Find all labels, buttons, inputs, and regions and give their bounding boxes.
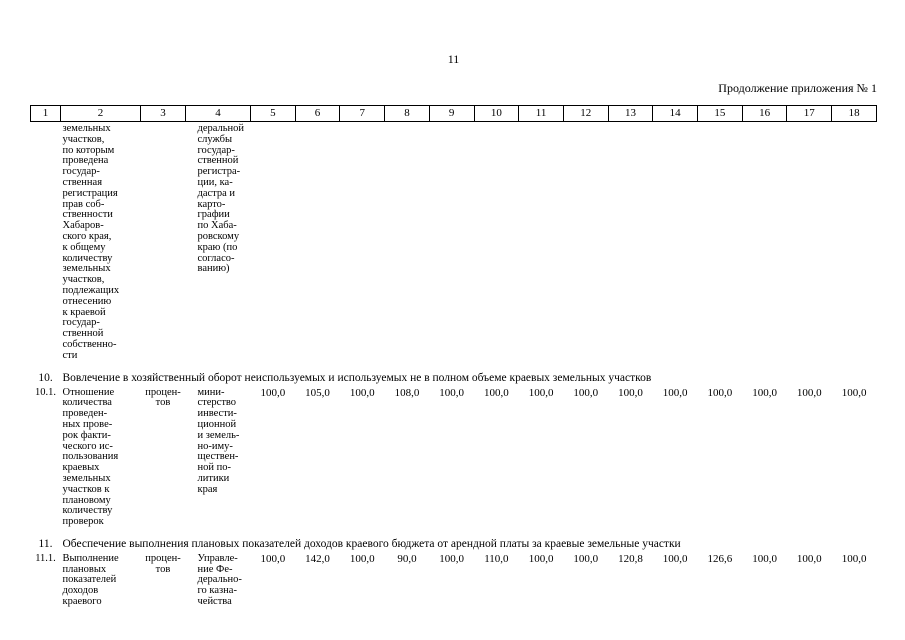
empty-cell — [141, 122, 186, 362]
header-cell: 2 — [60, 105, 141, 122]
header-cell: 5 — [250, 105, 296, 122]
row-number-cell: 10. — [38, 371, 53, 384]
value-cell: 100,0 — [573, 552, 599, 565]
table-header-row: 1 2 3 4 5 6 7 8 9 10 11 12 13 14 15 16 1… — [30, 105, 877, 122]
value-cell: 100,0 — [796, 552, 822, 565]
header-cell: 15 — [697, 105, 743, 122]
row-number-cell: 11. — [38, 537, 53, 550]
unit-cell: процен- тов — [145, 386, 181, 409]
appendix-table: 1 2 3 4 5 6 7 8 9 10 11 12 13 14 15 16 1… — [30, 105, 877, 608]
section-title-cell: Обеспечение выполнения плановых показате… — [62, 537, 681, 550]
header-cell: 6 — [294, 105, 341, 122]
value-cell: 100,0 — [528, 552, 554, 565]
row-number-cell: 10.1. — [35, 386, 56, 398]
page-number: 11 — [447, 52, 460, 66]
value-cell: 100,0 — [662, 386, 688, 399]
value-cell: 110,0 — [484, 552, 509, 565]
value-cell: 100,0 — [618, 386, 643, 399]
indicator-cell: Выполнение плановых показателей доходов … — [62, 552, 119, 608]
value-cell: 100,0 — [528, 386, 554, 399]
header-cell: 8 — [384, 105, 430, 122]
value-cell: 100,0 — [260, 386, 286, 399]
value-cell: 100,0 — [483, 386, 509, 399]
header-cell: 10 — [473, 105, 520, 122]
header-cell: 1 — [30, 105, 61, 122]
executor-cell: мини- стерство инвести- ционной и земель… — [197, 386, 240, 495]
table-row-10-1: 10.1. Отношение количества проведен- ных… — [31, 384, 877, 528]
value-cell: 100,0 — [573, 386, 599, 399]
value-cell: 100,0 — [260, 552, 286, 565]
value-cell: 100,0 — [439, 552, 465, 565]
value-cell: 100,0 — [349, 552, 375, 565]
empty-cell — [251, 122, 877, 362]
header-cell: 4 — [185, 105, 251, 122]
executor-cell: Управле- ние Фе- дерально- го казна- чей… — [197, 552, 242, 608]
appendix-continuation-label: Продолжение приложения № 1 — [718, 81, 877, 95]
value-cell: 100,0 — [841, 552, 867, 565]
value-cell: 105,0 — [305, 386, 330, 399]
unit-cell: процен- тов — [145, 552, 181, 575]
header-cell: 11 — [518, 105, 564, 122]
header-cell: 12 — [562, 105, 609, 122]
value-cell: 100,0 — [439, 386, 465, 399]
value-cell: 100,0 — [752, 386, 777, 399]
row-number-cell: 11.1. — [35, 552, 56, 564]
value-cell: 90,0 — [397, 552, 417, 565]
section-title-cell: Вовлечение в хозяйственный оборот неиспо… — [62, 371, 652, 384]
header-cell: 9 — [428, 105, 475, 122]
header-cell: 13 — [607, 105, 654, 122]
value-cell: 126,6 — [707, 552, 733, 565]
value-cell: 100,0 — [662, 552, 688, 565]
value-cell: 100,0 — [841, 386, 867, 399]
table-row-continuation: земельных участков, по которым проведена… — [31, 122, 877, 362]
value-cell: 100,0 — [796, 386, 822, 399]
value-cell: 100,0 — [752, 552, 777, 565]
header-cell: 18 — [831, 105, 877, 122]
value-cell: 100,0 — [349, 386, 375, 399]
header-cell: 16 — [741, 105, 788, 122]
table-row-11-1: 11.1. Выполнение плановых показателей до… — [31, 550, 877, 608]
indicator-cell: Отношение количества проведен- ных прове… — [62, 386, 119, 528]
value-cell: 108,0 — [394, 386, 420, 399]
header-cell: 14 — [652, 105, 699, 122]
value-cell: 142,0 — [305, 552, 330, 565]
header-cell: 3 — [140, 105, 186, 122]
table-row-section-11: 11. Обеспечение выполнения плановых пока… — [31, 528, 877, 550]
value-cell: 100,0 — [707, 386, 733, 399]
header-cell: 7 — [339, 105, 386, 122]
empty-cell — [31, 122, 61, 362]
indicator-cell: земельных участков, по которым проведена… — [62, 123, 120, 361]
value-cell: 120,8 — [618, 552, 643, 565]
table-row-section-10: 10. Вовлечение в хозяйственный оборот не… — [31, 362, 877, 384]
executor-cell: деральной службы государ- ственной регис… — [197, 123, 245, 275]
header-cell: 17 — [786, 105, 833, 122]
